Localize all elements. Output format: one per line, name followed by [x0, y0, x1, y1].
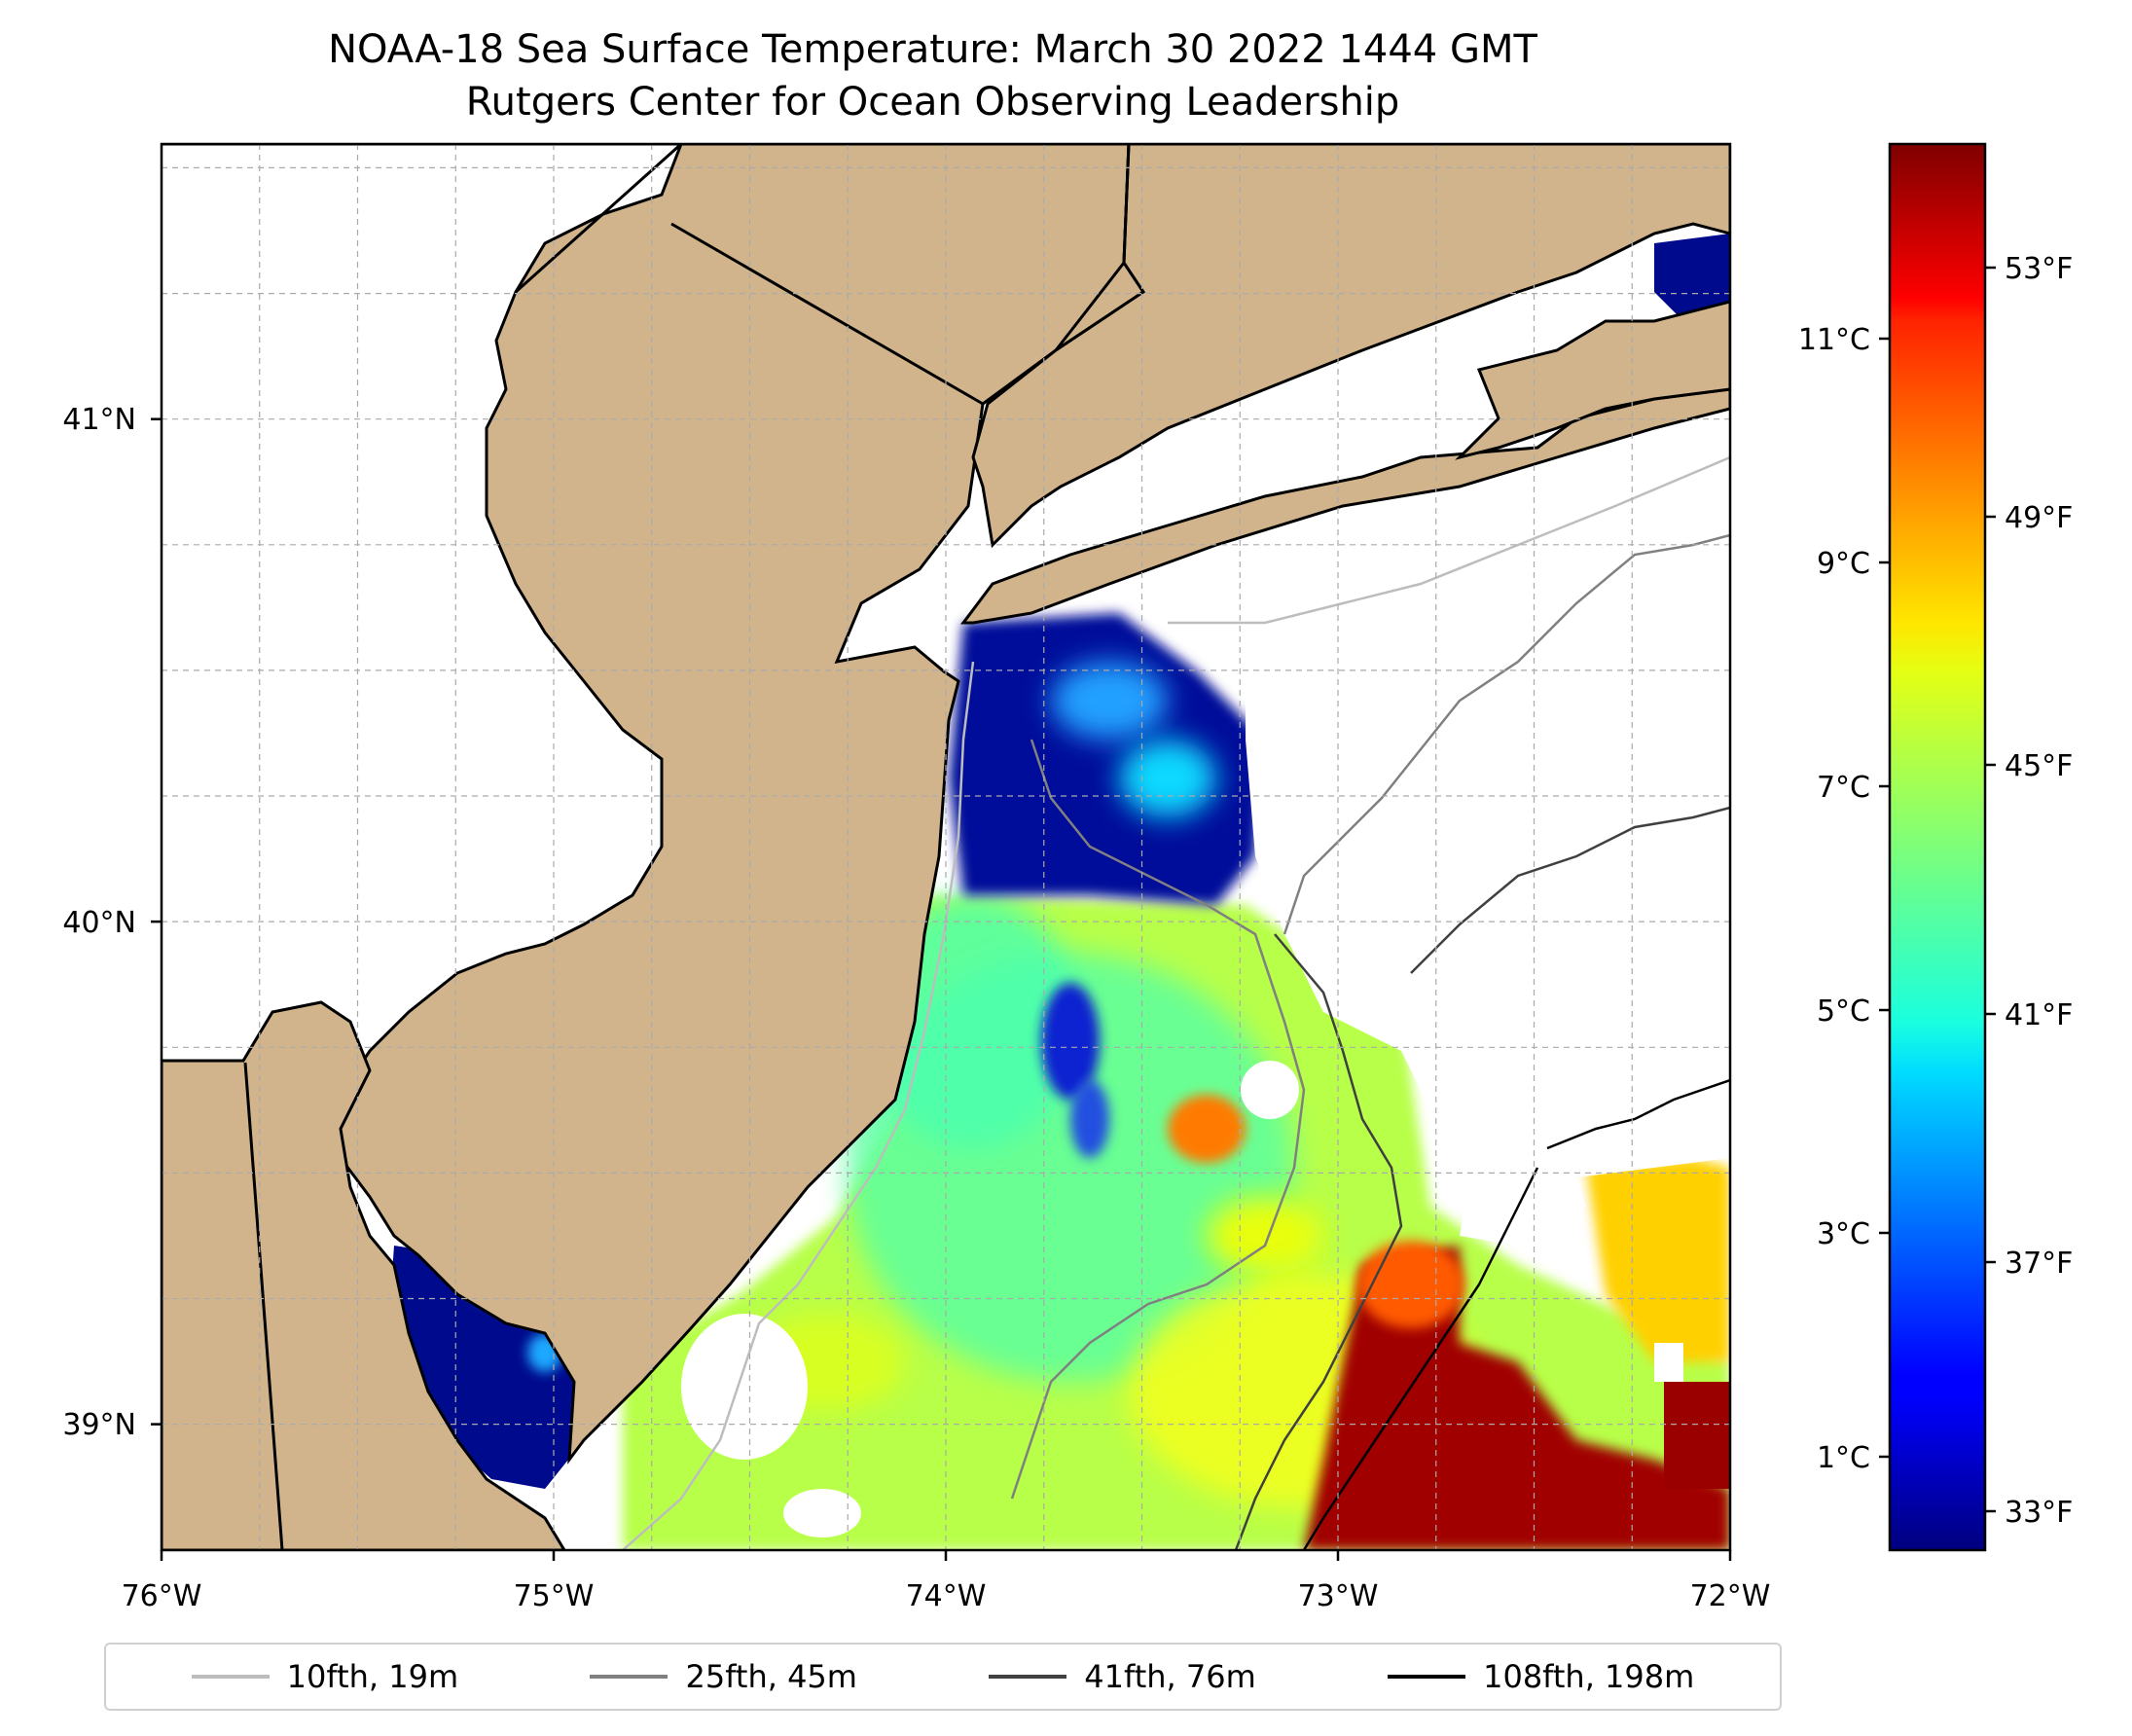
lon-tick-label: 73°W: [1298, 1579, 1379, 1613]
lat-tick-label: 39°N: [62, 1408, 136, 1442]
land-areas: [162, 144, 1730, 1550]
bathymetry-contours: [622, 455, 1730, 1550]
map-title: NOAA-18 Sea Surface Temperature: March 3…: [328, 27, 1537, 72]
legend-line-icon: [1388, 1675, 1466, 1679]
colorbar-celsius-label: 7°C: [1817, 771, 1870, 805]
colorbar-fahrenheit-label: 45°F: [2005, 749, 2073, 783]
legend-label: 41fth, 76m: [1084, 1658, 1256, 1695]
colorbar-fahrenheit-label: 53°F: [2005, 252, 2073, 286]
sst-field: [389, 234, 1730, 1550]
state-borders: [162, 144, 1131, 1550]
map-plot-area: [162, 144, 1730, 1550]
colorbar-celsius-label: 11°C: [1798, 323, 1870, 357]
legend-label: 108fth, 198m: [1483, 1658, 1695, 1695]
legend-line-icon: [989, 1675, 1067, 1679]
legend-entry: 41fth, 76m: [989, 1658, 1256, 1695]
colorbar-celsius-label: 1°C: [1817, 1441, 1870, 1475]
contour-legend: 10fth, 19m 25fth, 45m 41fth, 76m 108fth,…: [104, 1643, 1782, 1711]
legend-label: 25fth, 45m: [685, 1658, 857, 1695]
lon-tick-label: 75°W: [514, 1579, 595, 1613]
map-subtitle: Rutgers Center for Ocean Observing Leade…: [465, 80, 1400, 125]
colorbar-celsius-label: 3°C: [1817, 1217, 1870, 1251]
colorbar-fahrenheit-label: 33°F: [2005, 1496, 2073, 1530]
legend-line-icon: [590, 1675, 669, 1679]
colorbar-gradient: [1888, 142, 1987, 1552]
lat-tick-label: 41°N: [62, 403, 136, 437]
colorbar: 1°C 3°C 5°C 7°C 9°C 11°C 33°F 37°F 41°F …: [1798, 142, 2073, 1552]
axis-ticks: [151, 417, 1732, 1561]
colorbar-fahrenheit-label: 41°F: [2005, 998, 2073, 1032]
colorbar-celsius-label: 9°C: [1817, 547, 1870, 581]
lat-tick-label: 40°N: [62, 906, 136, 940]
colorbar-celsius-label: 5°C: [1817, 995, 1870, 1029]
colorbar-fahrenheit-label: 49°F: [2005, 501, 2073, 535]
legend-entry: 10fth, 19m: [191, 1658, 459, 1695]
colorbar-fahrenheit-label: 37°F: [2005, 1247, 2073, 1281]
legend-entry: 108fth, 198m: [1388, 1658, 1694, 1695]
legend-line-icon: [191, 1675, 270, 1679]
map-gridlines: [162, 144, 1730, 1550]
legend-entry: 25fth, 45m: [590, 1658, 857, 1695]
legend-label: 10fth, 19m: [286, 1658, 459, 1695]
lon-tick-label: 72°W: [1690, 1579, 1771, 1613]
lon-tick-label: 76°W: [122, 1579, 202, 1613]
lon-tick-label: 74°W: [906, 1579, 987, 1613]
